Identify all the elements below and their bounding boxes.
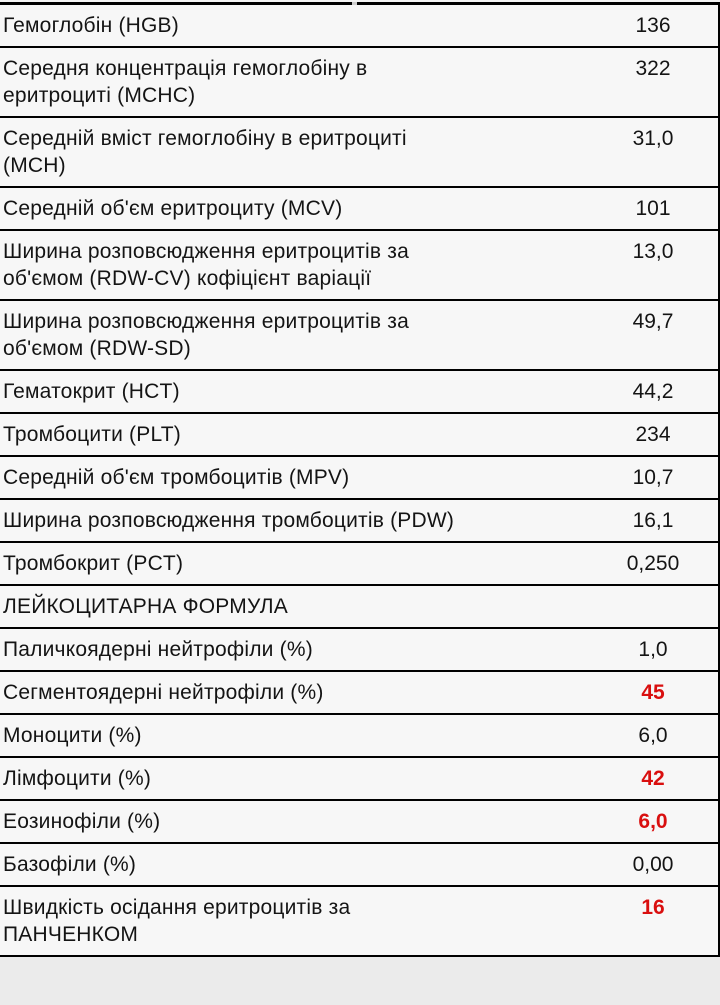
table-row: Швидкість осідання еритроцитів за ПАНЧЕН… bbox=[0, 887, 718, 957]
parameter-value: 10,7 bbox=[632, 466, 674, 489]
parameter-name-text: Середній вміст гемоглобіну в еритроциті … bbox=[3, 127, 407, 177]
table-row: Тромбоцити (PLT) 234 bbox=[0, 414, 718, 457]
parameter-value: 101 bbox=[635, 197, 671, 220]
parameter-name: Еозинофіли (%) bbox=[0, 801, 588, 842]
table-row: Ширина розповсюдження тромбоцитів (PDW) … bbox=[0, 500, 718, 543]
parameter-name: Гематокрит (HCT) bbox=[0, 371, 588, 412]
parameter-value: 234 bbox=[635, 423, 671, 446]
parameter-name-text: Ширина розповсюдження еритроцитів за об'… bbox=[3, 310, 409, 360]
parameter-value: 6,0 bbox=[638, 724, 668, 747]
table-row: Середній об'єм еритроциту (MCV) 101 bbox=[0, 188, 718, 231]
parameter-name-text: Базофіли (%) bbox=[3, 853, 137, 876]
parameter-name-text: Паличкоядерні нейтрофіли (%) bbox=[3, 638, 313, 661]
parameter-value: 49,7 bbox=[632, 310, 674, 333]
parameter-name: Сегментоядерні нейтрофіли (%) bbox=[0, 672, 588, 713]
parameter-name: ЛЕЙКОЦИТАРНА ФОРМУЛА bbox=[0, 586, 588, 627]
table-row: Гемоглобін (HGB) 136 bbox=[0, 5, 718, 48]
table-row: Середній вміст гемоглобіну в еритроциті … bbox=[0, 118, 718, 188]
parameter-value: 0,250 bbox=[626, 552, 680, 575]
parameter-name: Середня концентрація гемоглобіну в еритр… bbox=[0, 48, 588, 116]
parameter-name: Моноцити (%) bbox=[0, 715, 588, 756]
table-row: Лімфоцити (%) 42 bbox=[0, 758, 718, 801]
table-row: Середній об'єм тромбоцитів (MPV) 10,7 bbox=[0, 457, 718, 500]
parameter-name: Середній об'єм тромбоцитів (MPV) bbox=[0, 457, 588, 498]
parameter-value: 0,00 bbox=[632, 853, 674, 876]
parameter-name-text: Середній об'єм еритроциту (MCV) bbox=[3, 197, 343, 220]
table-row: Паличкоядерні нейтрофіли (%) 1,0 bbox=[0, 629, 718, 672]
parameter-value: 16,1 bbox=[632, 509, 674, 532]
table-row: Ширина розповсюдження еритроцитів за об'… bbox=[0, 301, 718, 371]
table-row: Середня концентрація гемоглобіну в еритр… bbox=[0, 48, 718, 118]
parameter-value-abnormal: 6,0 bbox=[638, 810, 668, 833]
parameter-value: 322 bbox=[635, 57, 671, 80]
parameter-name: Ширина розповсюдження еритроцитів за об'… bbox=[0, 301, 588, 369]
parameter-name: Середній вміст гемоглобіну в еритроциті … bbox=[0, 118, 588, 186]
parameter-name-text: Тромбоцити (PLT) bbox=[3, 423, 181, 446]
table-row: Гематокрит (HCT) 44,2 bbox=[0, 371, 718, 414]
parameter-name-text: Тромбокрит (PCT) bbox=[3, 552, 184, 575]
parameter-value: 44,2 bbox=[632, 380, 674, 403]
section-header-row: ЛЕЙКОЦИТАРНА ФОРМУЛА bbox=[0, 586, 718, 629]
table-row: Еозинофіли (%) 6,0 bbox=[0, 801, 718, 844]
parameter-name-text: Ширина розповсюдження тромбоцитів (PDW) bbox=[3, 509, 455, 532]
parameter-value-abnormal: 42 bbox=[641, 767, 665, 790]
table-row: Тромбокрит (PCT) 0,250 bbox=[0, 543, 718, 586]
table-top-border bbox=[0, 2, 720, 5]
parameter-name-text: Гемоглобін (HGB) bbox=[3, 14, 179, 37]
parameter-name-text: Лімфоцити (%) bbox=[3, 767, 152, 790]
parameter-name-text: Еозинофіли (%) bbox=[3, 810, 161, 833]
parameter-name-text: Сегментоядерні нейтрофіли (%) bbox=[3, 681, 324, 704]
parameter-name: Тромбоцити (PLT) bbox=[0, 414, 588, 455]
parameter-name-text: Середній об'єм тромбоцитів (MPV) bbox=[3, 466, 350, 489]
parameter-name-text: ЛЕЙКОЦИТАРНА ФОРМУЛА bbox=[3, 595, 288, 618]
parameter-value bbox=[588, 586, 718, 600]
parameter-name-text: Середня концентрація гемоглобіну в еритр… bbox=[3, 57, 368, 107]
parameter-name: Ширина розповсюдження еритроцитів за об'… bbox=[0, 231, 588, 299]
parameter-value: 31,0 bbox=[632, 127, 674, 150]
parameter-name-text: Гематокрит (HCT) bbox=[3, 380, 180, 403]
parameter-name: Гемоглобін (HGB) bbox=[0, 5, 588, 46]
parameter-value: 13,0 bbox=[632, 240, 674, 263]
table-row: Ширина розповсюдження еритроцитів за об'… bbox=[0, 231, 718, 301]
parameter-value: 1,0 bbox=[638, 638, 668, 661]
parameter-name: Швидкість осідання еритроцитів за ПАНЧЕН… bbox=[0, 887, 588, 955]
table-row: Сегментоядерні нейтрофіли (%) 45 bbox=[0, 672, 718, 715]
parameter-name-text: Швидкість осідання еритроцитів за ПАНЧЕН… bbox=[3, 896, 351, 946]
parameter-value: 136 bbox=[635, 14, 671, 37]
table-row: Моноцити (%) 6,0 bbox=[0, 715, 718, 758]
parameter-name-text: Моноцити (%) bbox=[3, 724, 142, 747]
page-top-margin bbox=[0, 0, 720, 2]
parameter-name-text: Ширина розповсюдження еритроцитів за об'… bbox=[3, 240, 409, 290]
lab-results-table: Гемоглобін (HGB) 136 Середня концентраці… bbox=[0, 5, 720, 957]
parameter-name: Лімфоцити (%) bbox=[0, 758, 588, 799]
parameter-name: Ширина розповсюдження тромбоцитів (PDW) bbox=[0, 500, 588, 541]
parameter-value-abnormal: 45 bbox=[641, 681, 665, 704]
parameter-value-abnormal: 16 bbox=[641, 896, 665, 919]
parameter-name: Тромбокрит (PCT) bbox=[0, 543, 588, 584]
parameter-name: Базофіли (%) bbox=[0, 844, 588, 885]
table-row: Базофіли (%) 0,00 bbox=[0, 844, 718, 887]
parameter-name: Паличкоядерні нейтрофіли (%) bbox=[0, 629, 588, 670]
parameter-name: Середній об'єм еритроциту (MCV) bbox=[0, 188, 588, 229]
